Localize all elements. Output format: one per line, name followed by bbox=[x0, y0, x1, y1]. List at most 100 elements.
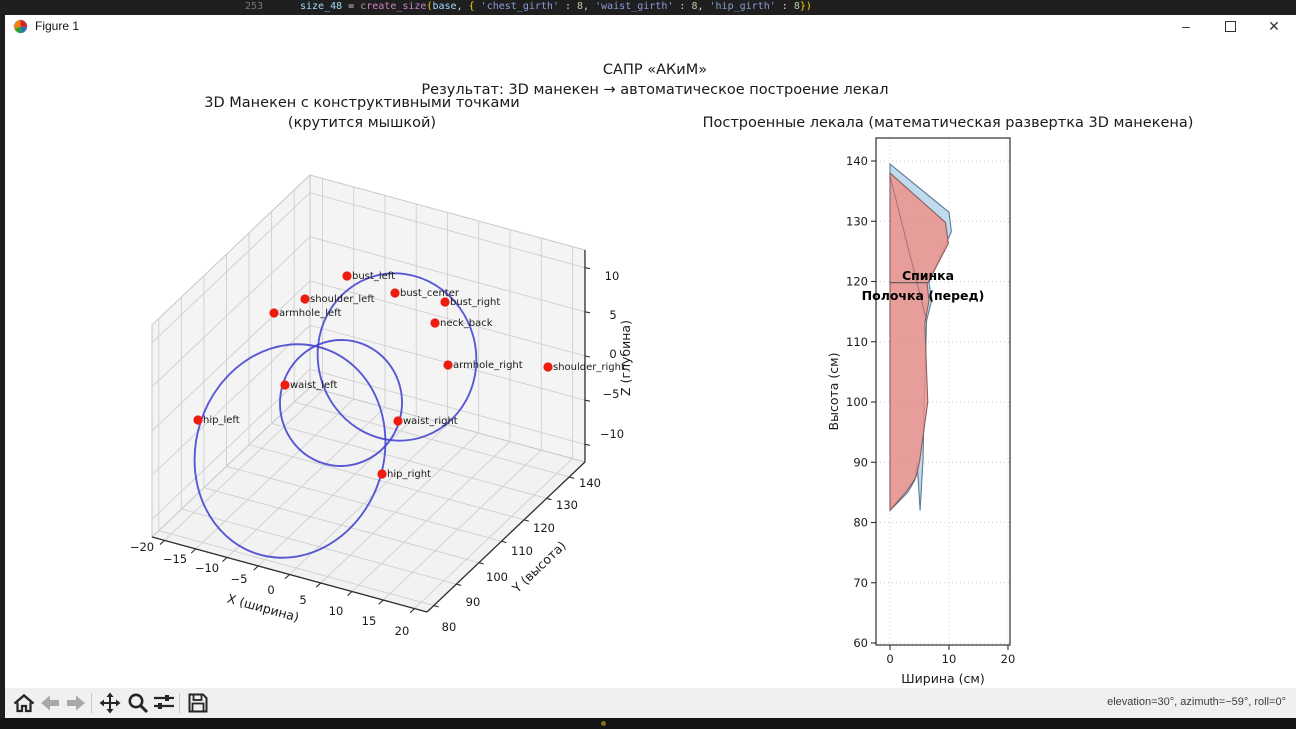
code-token: = bbox=[342, 1, 361, 12]
construction-point bbox=[280, 380, 290, 390]
view-angles-status: elevation=30°, azimuth=−59°, roll=0° bbox=[1107, 696, 1286, 708]
code-token: }) bbox=[799, 1, 812, 12]
y-tick-label: 110 bbox=[511, 544, 533, 558]
code-token: : bbox=[673, 1, 692, 12]
code-token: , bbox=[583, 1, 596, 12]
y-tick-label: 60 bbox=[853, 636, 868, 650]
y-tick-label: 90 bbox=[853, 455, 868, 469]
axis-label: Z (глубина) bbox=[618, 320, 633, 396]
y-tick-label: 100 bbox=[486, 570, 508, 584]
floppy-save-icon bbox=[188, 693, 208, 713]
close-button[interactable]: ✕ bbox=[1268, 18, 1280, 34]
construction-point bbox=[393, 416, 403, 426]
construction-point bbox=[430, 318, 440, 328]
construction-point bbox=[193, 415, 203, 425]
forward-button[interactable] bbox=[63, 691, 89, 715]
code-token: : bbox=[558, 1, 578, 12]
magnifier-icon bbox=[128, 693, 149, 714]
navigation-toolbar: elevation=30°, azimuth=−59°, roll=0° bbox=[5, 688, 1296, 718]
y-tick-label: 100 bbox=[846, 395, 868, 409]
construction-point bbox=[300, 294, 310, 304]
save-button[interactable] bbox=[185, 691, 211, 715]
zoom-rect-button[interactable] bbox=[125, 691, 151, 715]
code-token: 'chest_girth' bbox=[480, 1, 559, 12]
code-token: create_size bbox=[360, 1, 427, 12]
x-tick-label: −5 bbox=[231, 572, 248, 586]
x-tick-label: 0 bbox=[267, 583, 274, 597]
point-label: bust_right bbox=[450, 297, 500, 308]
x-tick-label: 20 bbox=[395, 624, 410, 638]
point-label: shoulder_right bbox=[553, 362, 625, 373]
status-dot bbox=[601, 721, 606, 726]
construction-point bbox=[269, 308, 279, 318]
girth-ring-waist bbox=[279, 339, 403, 467]
y-tick-label: 140 bbox=[579, 476, 601, 490]
editor-code-line: size_48 = create_size(base, { 'chest_gir… bbox=[300, 0, 812, 14]
code-token: , bbox=[456, 1, 469, 12]
y-tick-label: 140 bbox=[846, 154, 868, 168]
y-tick-label: 120 bbox=[846, 275, 868, 289]
window-title: Figure 1 bbox=[35, 19, 80, 33]
code-token: ( bbox=[426, 1, 433, 12]
z-tick-label: 0 bbox=[609, 347, 616, 361]
plot3d-title-line1: 3D Манекен с конструктивными точками bbox=[204, 95, 520, 111]
z-tick-label: −5 bbox=[603, 387, 620, 401]
plot2d-title: Построенные лекала (математическая разве… bbox=[702, 115, 1194, 131]
construction-point bbox=[390, 288, 400, 298]
construction-point bbox=[440, 297, 450, 307]
y-tick-label: 70 bbox=[853, 576, 868, 590]
construction-point bbox=[543, 362, 553, 372]
pan-icon bbox=[99, 692, 121, 714]
back-button[interactable] bbox=[37, 691, 63, 715]
minimize-button[interactable]: – bbox=[1182, 18, 1190, 34]
construction-point bbox=[377, 469, 387, 479]
y-tick-label: 80 bbox=[442, 620, 457, 634]
code-token: 8 bbox=[691, 1, 698, 12]
configure-subplots-button[interactable] bbox=[151, 691, 177, 715]
pan-button[interactable] bbox=[97, 691, 123, 715]
toolbar-separator bbox=[91, 693, 92, 713]
figure-suptitle: САПР «АКиМ» bbox=[602, 62, 708, 78]
code-token: 8 bbox=[577, 1, 584, 12]
x-tick-label: 10 bbox=[329, 604, 344, 618]
sliders-icon bbox=[154, 695, 174, 709]
x-tick-label: −20 bbox=[130, 540, 154, 554]
matplotlib-logo-icon bbox=[13, 19, 28, 34]
x-tick-label: −15 bbox=[163, 552, 187, 566]
code-token: , bbox=[697, 1, 710, 12]
forward-arrow-icon bbox=[67, 695, 85, 711]
x-tick-label: 10 bbox=[942, 652, 957, 666]
x-tick-label: 0 bbox=[886, 652, 893, 666]
home-button[interactable] bbox=[11, 691, 37, 715]
pattern-label: Спинка bbox=[902, 268, 954, 283]
code-token: 'waist_girth' bbox=[595, 1, 674, 12]
point-label: armhole_left bbox=[279, 308, 341, 319]
code-token: base bbox=[432, 1, 457, 12]
maximize-icon bbox=[1224, 21, 1236, 32]
code-token: { bbox=[468, 1, 481, 12]
figure-canvas: САПР «АКиМ» Результат: 3D манекен → авто… bbox=[5, 38, 1296, 688]
y-tick-label: 130 bbox=[846, 214, 868, 228]
figure-subtitle: Результат: 3D манекен → автоматическое п… bbox=[421, 82, 889, 98]
point-label: armhole_right bbox=[453, 360, 523, 371]
pattern-label: Полочка (перед) bbox=[862, 288, 985, 303]
point-label: bust_center bbox=[400, 288, 460, 299]
y-tick-label: 120 bbox=[533, 521, 555, 535]
window-titlebar[interactable]: Figure 1 – ✕ bbox=[5, 15, 1296, 39]
x-tick-label: −10 bbox=[195, 561, 219, 575]
pattern-piece bbox=[889, 171, 949, 512]
point-label: shoulder_left bbox=[310, 294, 375, 305]
axis-label: X (ширина) bbox=[226, 591, 301, 625]
girth-ring-bust bbox=[316, 272, 478, 442]
point-label: waist_left bbox=[290, 380, 337, 391]
y-tick-label: 90 bbox=[466, 595, 481, 609]
y-tick-label: 80 bbox=[853, 516, 868, 530]
z-tick-label: −10 bbox=[600, 427, 624, 441]
home-icon bbox=[13, 693, 35, 713]
y-axis-label: Высота (см) bbox=[826, 353, 841, 431]
z-tick-label: 5 bbox=[609, 308, 616, 322]
x-axis-label: Ширина (см) bbox=[901, 671, 984, 686]
x-tick-label: 5 bbox=[299, 593, 306, 607]
maximize-button[interactable] bbox=[1208, 15, 1252, 38]
